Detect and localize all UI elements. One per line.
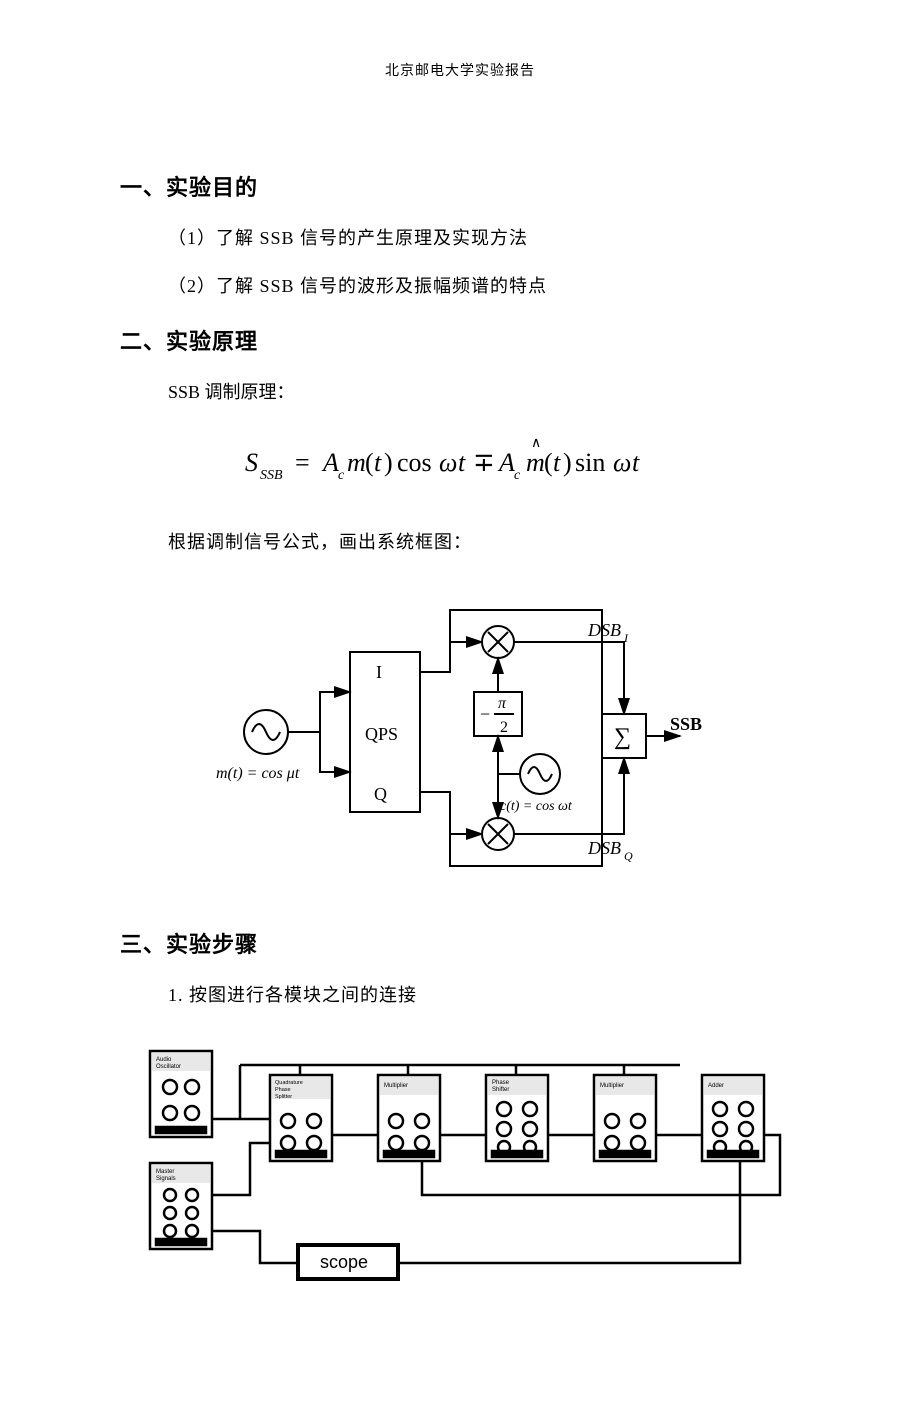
section-3-line-1: 1. 按图进行各模块之间的连接	[168, 977, 800, 1015]
formula-A2: A	[497, 448, 515, 477]
svg-text:Phase: Phase	[275, 1087, 291, 1093]
module-mult-2: Multiplier	[594, 1075, 656, 1161]
section-2-line-2: 根据调制信号公式，画出系统框图：	[168, 524, 800, 562]
block-diagram: m(t) = cos μt I QPS Q − π	[120, 582, 800, 897]
formula-lp2: (	[544, 448, 553, 477]
section-1-heading: 一、实验目的	[120, 170, 800, 202]
bd-input-label: m(t) = cos μt	[216, 765, 300, 782]
svg-text:Master: Master	[156, 1169, 174, 1175]
bd-pi: π	[498, 695, 507, 712]
svg-text:Shifter: Shifter	[492, 1087, 509, 1093]
formula-t3: t	[553, 448, 561, 477]
formula-sin: sin	[575, 448, 605, 477]
bd-carrier: c(t) = cos ωt	[500, 799, 573, 814]
section-1-line-2: （2）了解 SSB 信号的波形及振幅频谱的特点	[168, 268, 800, 306]
formula-t2: t	[458, 448, 466, 477]
bd-out: SSB	[670, 714, 702, 734]
bd-dsbq: DSB	[587, 838, 621, 858]
section-1-line-1: （1）了解 SSB 信号的产生原理及实现方法	[168, 220, 800, 258]
svg-text:Signals: Signals	[156, 1176, 176, 1182]
ssb-formula: S SSB = A c m ( t ) cos ω t ∓ A c ∧ m ( …	[120, 433, 800, 498]
bd-qps: QPS	[365, 724, 398, 744]
bd-Q: Q	[374, 784, 387, 804]
svg-text:Phase: Phase	[492, 1080, 510, 1086]
formula-rp2: )	[563, 448, 572, 477]
bd-sum: ∑	[614, 724, 631, 750]
formula-A1: A	[321, 448, 339, 477]
bd-dsbi-sub: I	[623, 631, 629, 645]
svg-text:Quadrature: Quadrature	[275, 1080, 303, 1086]
section-3-heading: 三、实验步骤	[120, 927, 800, 959]
module-phase-shifter: Phase Shifter	[486, 1075, 548, 1161]
svg-text:Splitter: Splitter	[275, 1094, 292, 1100]
formula-m2: m	[526, 448, 545, 477]
bd-dsbi: DSB	[587, 620, 621, 640]
formula-m1: m	[347, 448, 366, 477]
page-header: 北京邮电大学实验报告	[120, 60, 800, 80]
scope-label: scope	[320, 1252, 368, 1272]
formula-t4: t	[632, 448, 640, 477]
svg-text:Multiplier: Multiplier	[600, 1083, 624, 1089]
module-audio-osc: Audio Oscillator	[150, 1051, 212, 1137]
svg-text:Oscillator: Oscillator	[156, 1064, 181, 1070]
formula-t1: t	[374, 448, 382, 477]
formula-cos: cos	[397, 448, 432, 477]
wiring-diagram: Audio Oscillator Master Signals Q	[120, 1035, 800, 1310]
formula-omega1: ω	[439, 448, 457, 477]
formula-eq: =	[295, 448, 310, 477]
formula-lp1: (	[365, 448, 374, 477]
module-master-signals: Master Signals	[150, 1163, 212, 1249]
formula-c2: c	[514, 468, 521, 483]
formula-rp1: )	[384, 448, 393, 477]
module-mult-1: Multiplier	[378, 1075, 440, 1161]
formula-ssb-sub: SSB	[260, 468, 283, 483]
svg-text:Multiplier: Multiplier	[384, 1083, 408, 1089]
formula-c1: c	[338, 468, 345, 483]
formula-S: S	[245, 448, 258, 477]
section-2-heading: 二、实验原理	[120, 324, 800, 356]
bd-2: 2	[500, 719, 508, 736]
bd-dsbq-sub: Q	[624, 849, 633, 863]
svg-text:Audio: Audio	[156, 1057, 172, 1063]
module-qps: Quadrature Phase Splitter	[270, 1075, 332, 1161]
section-2-line-1: SSB 调制原理：	[168, 374, 800, 412]
formula-mp: ∓	[473, 448, 495, 477]
svg-text:Adder: Adder	[708, 1083, 724, 1089]
bd-I: I	[376, 662, 382, 682]
module-adder: Adder	[702, 1075, 764, 1161]
formula-omega2: ω	[613, 448, 631, 477]
bd-minus: −	[480, 704, 490, 724]
